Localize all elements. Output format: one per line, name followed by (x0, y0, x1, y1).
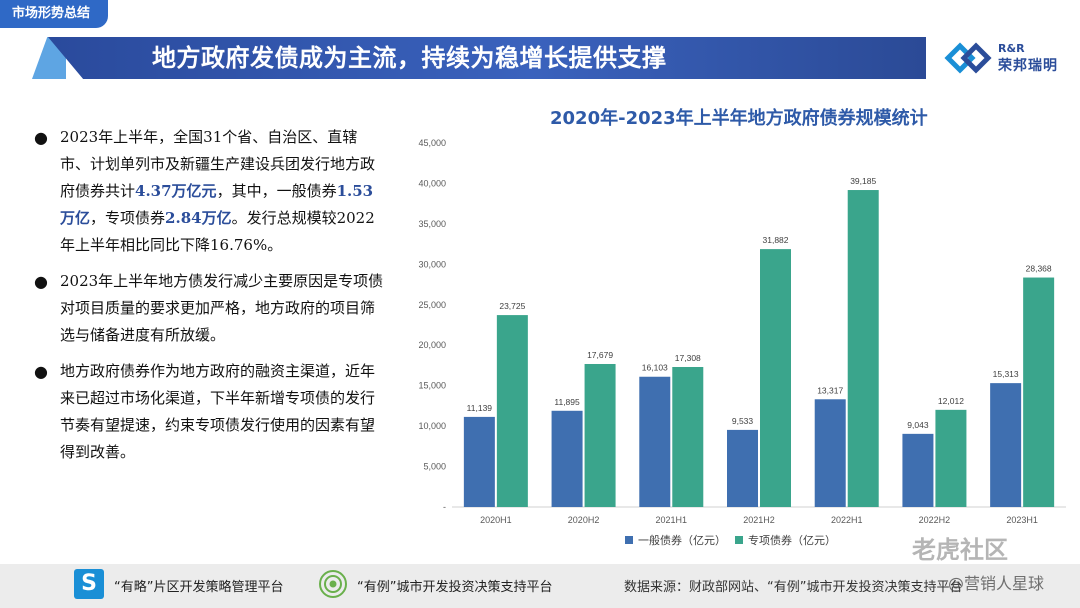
brand-name-cn: 荣邦瑞明 (998, 58, 1058, 74)
bar-general-bond (639, 376, 671, 507)
x-tick-label: 2020H2 (568, 515, 600, 525)
y-tick-label: 35,000 (418, 219, 446, 229)
data-label: 31,882 (763, 235, 789, 245)
bullet-text: ，其中，一般债券 (216, 182, 337, 200)
bar-special-bond (1023, 277, 1055, 507)
bullet-item: ● 地方政府债券作为地方政府的融资主渠道，近年来已超过市场化渠道，下半年新增专项债… (34, 358, 386, 466)
bar-general-bond (551, 410, 583, 507)
bullet-item: ● 2023年上半年地方债发行减少主要原因是专项债对项目质量的要求更加严格，地方政… (34, 268, 386, 349)
brand-logo: R&R 荣邦瑞明 (944, 40, 1074, 76)
data-label: 12,012 (938, 396, 964, 406)
data-label: 23,725 (499, 301, 525, 311)
watermark-community: 老虎社区 (912, 536, 1008, 564)
highlight-figure: 2.84万亿 (165, 209, 232, 227)
data-label: 15,313 (993, 369, 1019, 379)
bullet-text: 2023年上半年地方债发行减少主要原因是专项债对项目质量的要求更加严格，地方政府… (60, 272, 384, 344)
y-tick-label: 20,000 (418, 340, 446, 350)
y-tick-label: - (443, 502, 446, 512)
legend-label: 专项债券（亿元） (748, 533, 836, 547)
bullet-dot-icon: ● (34, 272, 48, 291)
bar-general-bond (990, 383, 1022, 507)
bar-special-bond (935, 409, 967, 507)
data-label: 9,533 (732, 416, 754, 426)
bullet-text: 。发行总规模较2022年上半年相比同比下降16.76%。 (60, 209, 375, 254)
y-tick-label: 10,000 (418, 421, 446, 431)
bullet-text: ，专项债券 (90, 209, 166, 227)
x-tick-label: 2021H1 (656, 515, 688, 525)
bar-general-bond (902, 433, 934, 507)
legend-swatch (735, 536, 743, 544)
y-tick-label: 15,000 (418, 381, 446, 391)
x-tick-label: 2022H1 (831, 515, 863, 525)
data-label: 11,895 (554, 397, 580, 407)
y-tick-label: 30,000 (418, 259, 446, 269)
bullet-text: 2023年上半年，全国31个省、自治区、直辖市、计划单列市及新疆生产建设兵团发行… (60, 128, 376, 200)
x-tick-label: 2021H2 (743, 515, 775, 525)
bullet-list: ● 2023年上半年，全国31个省、自治区、直辖市、计划单列市及新疆生产建设兵团发… (34, 124, 386, 475)
x-tick-label: 2022H2 (919, 515, 951, 525)
highlight-figure: 1.53万亿 (60, 182, 374, 227)
footer-platform-2: “有例”城市开发投资决策支持平台 (357, 580, 553, 595)
bullet-dot-icon: ● (34, 128, 48, 147)
brand-mark-icon (944, 42, 992, 74)
bar-general-bond (814, 399, 846, 507)
decision-platform-icon (319, 570, 347, 598)
section-tag: 市场形势总结 (0, 0, 108, 28)
data-label: 17,308 (675, 353, 701, 363)
brand-name-en: R&R (998, 42, 1025, 55)
bar-general-bond (727, 429, 758, 507)
x-tick-label: 2023H1 (1006, 515, 1038, 525)
chart-title: 2020年-2023年上半年地方政府债券规模统计 (550, 108, 928, 129)
highlight-figure: 4.37万亿元 (135, 182, 217, 200)
bullet-dot-icon: ● (34, 362, 48, 381)
title-band (48, 37, 926, 79)
y-tick-label: 5,000 (423, 462, 446, 472)
data-label: 11,139 (467, 403, 493, 413)
y-tick-label: 25,000 (418, 300, 446, 310)
legend-label: 一般债券（亿元） (638, 533, 726, 547)
data-label: 39,185 (850, 176, 876, 186)
bullet-text: 地方政府债券作为地方政府的融资主渠道，近年来已超过市场化渠道，下半年新增专项债的… (60, 362, 376, 461)
legend-swatch (625, 536, 633, 544)
bar-chart: - 5,000 10,000 15,000 20,000 25,000 30,000 35,0… (418, 138, 1066, 547)
bar-special-bond (584, 363, 616, 507)
bar-general-bond (463, 416, 495, 507)
footer-platform-1: “有略”片区开发策略管理平台 (114, 580, 284, 595)
y-tick-label: 40,000 (418, 178, 446, 188)
data-label: 28,368 (1026, 264, 1052, 274)
data-label: 16,103 (642, 363, 668, 373)
bullet-item: ● 2023年上半年，全国31个省、自治区、直辖市、计划单列市及新疆生产建设兵团发… (34, 124, 386, 259)
footer-bar (0, 564, 1080, 608)
data-label: 9,043 (907, 420, 929, 430)
y-tick-label: 45,000 (418, 138, 446, 148)
bar-special-bond (672, 366, 704, 507)
bar-special-bond (847, 190, 879, 507)
bar-special-bond (760, 249, 791, 507)
data-label: 13,317 (817, 385, 843, 395)
bar-special-bond (496, 315, 528, 507)
data-label: 17,679 (587, 350, 613, 360)
watermark-account: @营销人星球 (948, 574, 1045, 593)
data-source: 数据来源：财政部网站、“有例”城市开发投资决策支持平台 (624, 580, 963, 595)
x-tick-label: 2020H1 (480, 515, 512, 525)
slide-title: 地方政府发债成为主流，持续为稳增长提供支撑 (152, 44, 667, 72)
strategy-platform-icon: S (74, 569, 104, 599)
